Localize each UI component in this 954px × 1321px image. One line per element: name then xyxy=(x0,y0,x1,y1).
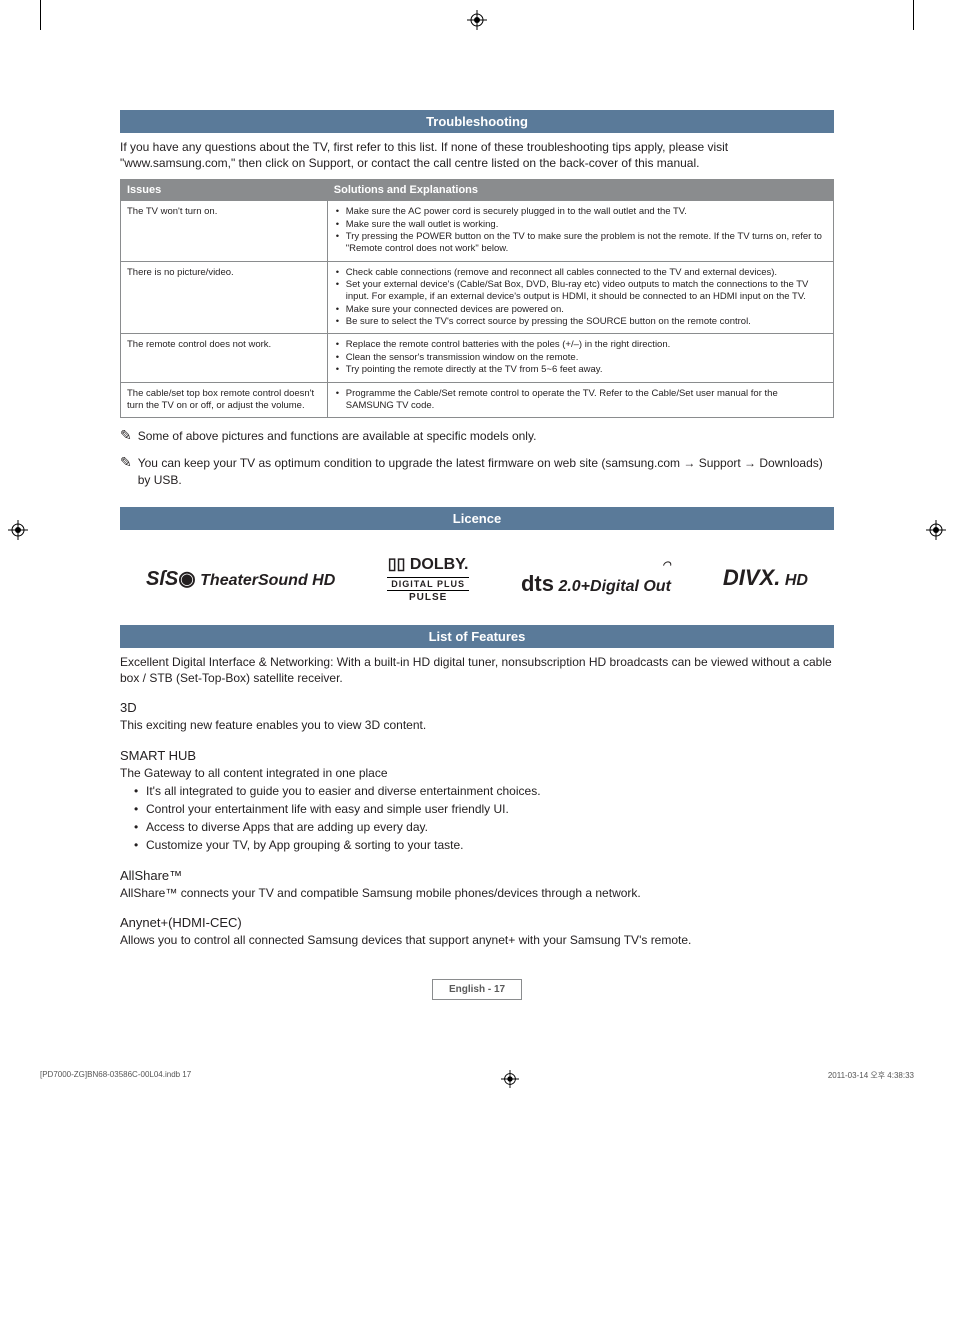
logo-dolby-line3: PULSE xyxy=(387,592,469,603)
feature-title: Anynet+(HDMI-CEC) xyxy=(120,915,834,930)
solution-item: Replace the remote control batteries wit… xyxy=(334,339,827,351)
page-content: Troubleshooting If you have any question… xyxy=(0,0,954,1060)
issue-cell: The remote control does not work. xyxy=(121,334,328,382)
solution-item: Programme the Cable/Set remote control t… xyxy=(334,388,827,413)
logo-text: SſS xyxy=(146,568,178,590)
solution-cell: Make sure the AC power cord is securely … xyxy=(327,201,833,261)
feature-list-item: Customize your TV, by App grouping & sor… xyxy=(134,836,834,854)
solution-item: Make sure the AC power cord is securely … xyxy=(334,206,827,218)
dts-swoosh-icon: ◠ xyxy=(521,560,671,571)
solution-cell: Replace the remote control batteries wit… xyxy=(327,334,833,382)
logo-dolby-line2: DIGITAL PLUS xyxy=(387,577,469,591)
issue-cell: The cable/set top box remote control doe… xyxy=(121,382,328,418)
table-row: The TV won't turn on. Make sure the AC p… xyxy=(121,201,834,261)
issue-cell: The TV won't turn on. xyxy=(121,201,328,261)
section-header-troubleshooting: Troubleshooting xyxy=(120,110,834,133)
feature-smarthub: SMART HUB The Gateway to all content int… xyxy=(120,748,834,854)
print-footer: [PD7000-ZG]BN68-03586C-00L04.indb 17 201… xyxy=(0,1060,954,1098)
note-text: You can keep your TV as optimum conditio… xyxy=(138,455,834,489)
feature-list-item: Control your entertainment life with eas… xyxy=(134,800,834,818)
note-1: ✎ Some of above pictures and functions a… xyxy=(120,428,834,445)
solution-item: Make sure the wall outlet is working. xyxy=(334,219,827,231)
solution-item: Make sure your connected devices are pow… xyxy=(334,304,827,316)
note-2: ✎ You can keep your TV as optimum condit… xyxy=(120,455,834,489)
logo-dolby: ▯▯ DOLBY. DIGITAL PLUS PULSE xyxy=(387,554,469,603)
crop-mark xyxy=(40,0,41,30)
registration-mark-icon xyxy=(8,520,28,540)
solution-cell: Programme the Cable/Set remote control t… xyxy=(327,382,833,418)
troubleshooting-table: Issues Solutions and Explanations The TV… xyxy=(120,179,834,418)
solution-item: Set your external device's (Cable/Sat Bo… xyxy=(334,279,827,304)
feature-list: It's all integrated to guide you to easi… xyxy=(120,782,834,854)
th-issues: Issues xyxy=(121,180,328,201)
feature-list-item: It's all integrated to guide you to easi… xyxy=(134,782,834,800)
feature-allshare: AllShare™ AllShare™ connects your TV and… xyxy=(120,868,834,902)
print-footer-right: 2011-03-14 오후 4:38:33 xyxy=(828,1070,914,1088)
registration-mark-icon xyxy=(926,520,946,540)
print-footer-left: [PD7000-ZG]BN68-03586C-00L04.indb 17 xyxy=(40,1070,191,1088)
features-intro: Excellent Digital Interface & Networking… xyxy=(120,654,834,686)
logo-srs-sub: TheaterSound HD xyxy=(200,572,335,589)
solution-cell: Check cable connections (remove and reco… xyxy=(327,261,833,334)
solution-item: Clean the sensor's transmission window o… xyxy=(334,352,827,364)
logo-divx-main: DIVX. xyxy=(723,565,780,590)
note-icon: ✎ xyxy=(120,455,132,489)
troubleshooting-intro: If you have any questions about the TV, … xyxy=(120,139,834,171)
logo-dts-main: dts xyxy=(521,571,554,596)
solution-item: Be sure to select the TV's correct sourc… xyxy=(334,316,827,328)
solution-item: Try pointing the remote directly at the … xyxy=(334,364,827,376)
feature-title: AllShare™ xyxy=(120,868,834,883)
table-row: There is no picture/video. Check cable c… xyxy=(121,261,834,334)
logo-dts: ◠ dts 2.0+Digital Out xyxy=(521,560,671,597)
feature-desc: The Gateway to all content integrated in… xyxy=(120,765,834,782)
logo-srs: SſS◉ TheaterSound HD xyxy=(146,566,335,591)
registration-mark-icon xyxy=(191,1070,828,1088)
feature-title: SMART HUB xyxy=(120,748,834,763)
logo-divx-sub: HD xyxy=(785,572,808,589)
registration-mark-icon xyxy=(467,10,487,30)
page-footer: English - 17 xyxy=(120,979,834,1000)
issue-cell: There is no picture/video. xyxy=(121,261,328,334)
crop-mark xyxy=(913,0,914,30)
table-row: The cable/set top box remote control doe… xyxy=(121,382,834,418)
section-header-licence: Licence xyxy=(120,507,834,530)
solution-item: Check cable connections (remove and reco… xyxy=(334,267,827,279)
logo-srs-main: SſS◉ xyxy=(146,568,196,590)
feature-title: 3D xyxy=(120,700,834,715)
feature-list-item: Access to diverse Apps that are adding u… xyxy=(134,818,834,836)
feature-desc: Allows you to control all connected Sams… xyxy=(120,932,834,949)
feature-anynet: Anynet+(HDMI-CEC) Allows you to control … xyxy=(120,915,834,949)
feature-3d: 3D This exciting new feature enables you… xyxy=(120,700,834,734)
th-solutions: Solutions and Explanations xyxy=(327,180,833,201)
logo-dts-sub: 2.0+Digital Out xyxy=(558,578,670,595)
note-text: Some of above pictures and functions are… xyxy=(138,428,834,445)
section-header-features: List of Features xyxy=(120,625,834,648)
feature-desc: This exciting new feature enables you to… xyxy=(120,717,834,734)
table-row: The remote control does not work. Replac… xyxy=(121,334,834,382)
feature-desc: AllShare™ connects your TV and compatibl… xyxy=(120,885,834,902)
note-icon: ✎ xyxy=(120,428,132,445)
solution-item: Try pressing the POWER button on the TV … xyxy=(334,231,827,256)
logo-dolby-main: ▯▯ DOLBY. xyxy=(387,554,469,574)
logo-divx: DIVX. HD xyxy=(723,565,808,591)
licence-logos: SſS◉ TheaterSound HD ▯▯ DOLBY. DIGITAL P… xyxy=(120,536,834,625)
page-number-box: English - 17 xyxy=(432,979,522,1000)
